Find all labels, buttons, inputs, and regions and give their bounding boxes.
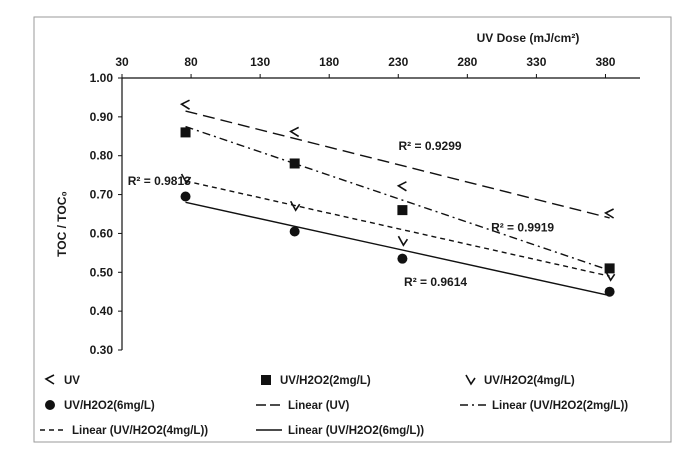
trendline-2: [185, 125, 610, 272]
data-point-s3-3: [397, 235, 409, 247]
y-tick-label: 0.60: [90, 226, 114, 240]
legend-marker-key: [44, 374, 55, 385]
annotation-layer: R² = 0.9299 R² = 0.9919 R² = 0.9813 R² = 0.…: [128, 139, 555, 289]
r2-annotation: R² = 0.9614: [404, 275, 467, 289]
legend-item: UV/H2O2(2mg/L): [261, 375, 371, 387]
y-tick-label: 0.50: [90, 265, 114, 279]
y-tick-label: 0.30: [90, 343, 114, 357]
x-tick-label: 280: [457, 55, 477, 69]
chart-frame: [33, 16, 672, 443]
legend-item: Linear (UV/H2O2(2mg/L)): [460, 400, 628, 412]
axes-layer: 30 80 130 180 230 280 330 380 0.30 0.40 0.50 0.60 0.…: [55, 31, 640, 357]
data-point-s3-4: [604, 270, 616, 282]
legend-marker-key: [261, 375, 271, 385]
r2-annotation: R² = 0.9299: [399, 139, 462, 153]
trendline-layer: [185, 110, 610, 297]
y-tick-label: 1.00: [90, 71, 114, 85]
data-point-s4-1: [180, 191, 191, 202]
x-tick-label: 80: [184, 55, 198, 69]
data-point-s2-4: [604, 263, 615, 274]
y-tick-label: 0.70: [90, 188, 114, 202]
data-point-s1-4: [603, 208, 615, 219]
legend-item: UV/H2O2(4mg/L): [465, 374, 575, 387]
x-axis-title: UV Dose (mJ/cm²): [477, 31, 580, 45]
data-point-s3-2: [289, 200, 301, 212]
legend-label: Linear (UV/H2O2(2mg/L)): [492, 400, 628, 412]
legend-item: UV: [44, 374, 80, 387]
data-point-s1-3: [396, 181, 407, 192]
legend-marker-key: [465, 374, 476, 386]
legend-item: Linear (UV/H2O2(4mg/L)): [40, 425, 208, 437]
r2-annotation: R² = 0.9813: [128, 174, 191, 188]
y-tick-label: 0.40: [90, 304, 114, 318]
legend-label: Linear (UV/H2O2(6mg/L)): [288, 425, 424, 437]
legend-item: UV/H2O2(6mg/L): [45, 400, 155, 412]
x-tick-label: 380: [595, 55, 615, 69]
legend-label: UV/H2O2(2mg/L): [280, 375, 371, 387]
legend-item: Linear (UV/H2O2(6mg/L)): [256, 425, 424, 437]
legend-label: Linear (UV/H2O2(4mg/L)): [72, 425, 208, 437]
marker-layer: [179, 99, 616, 297]
r2-annotation: R² = 0.9919: [491, 221, 554, 235]
x-tick-label: 30: [115, 55, 129, 69]
data-point-s2-2: [289, 158, 300, 169]
x-tick-label: 180: [319, 55, 339, 69]
x-tick-label: 230: [388, 55, 408, 69]
trendline-4: [185, 201, 610, 297]
y-tick-label: 0.80: [90, 149, 114, 163]
trendline-1: [185, 110, 610, 219]
data-point-s4-2: [289, 226, 300, 237]
data-point-s4-3: [397, 253, 408, 264]
y-tick-label: 0.90: [90, 110, 114, 124]
trendline-3: [185, 180, 610, 277]
x-tick-label: 130: [250, 55, 270, 69]
data-point-s2-1: [180, 127, 191, 138]
y-axis-title: TOC / TOC₀: [55, 191, 69, 257]
legend-marker-key: [45, 400, 55, 410]
data-point-s1-1: [179, 99, 190, 110]
legend-label: Linear (UV): [288, 400, 350, 412]
data-point-s3-1: [180, 173, 192, 185]
legend-label: UV/H2O2(6mg/L): [64, 400, 155, 412]
legend-label: UV/H2O2(4mg/L): [484, 375, 575, 387]
data-point-s4-4: [604, 286, 615, 297]
data-point-s2-3: [397, 205, 408, 216]
x-tick-label: 330: [526, 55, 546, 69]
data-point-s1-2: [289, 126, 300, 138]
legend: UV UV/H2O2(2mg/L) UV/H2O2(4mg/L) UV/H2O2(6m…: [40, 374, 628, 437]
legend-label: UV: [64, 375, 80, 387]
legend-item: Linear (UV): [256, 400, 350, 412]
